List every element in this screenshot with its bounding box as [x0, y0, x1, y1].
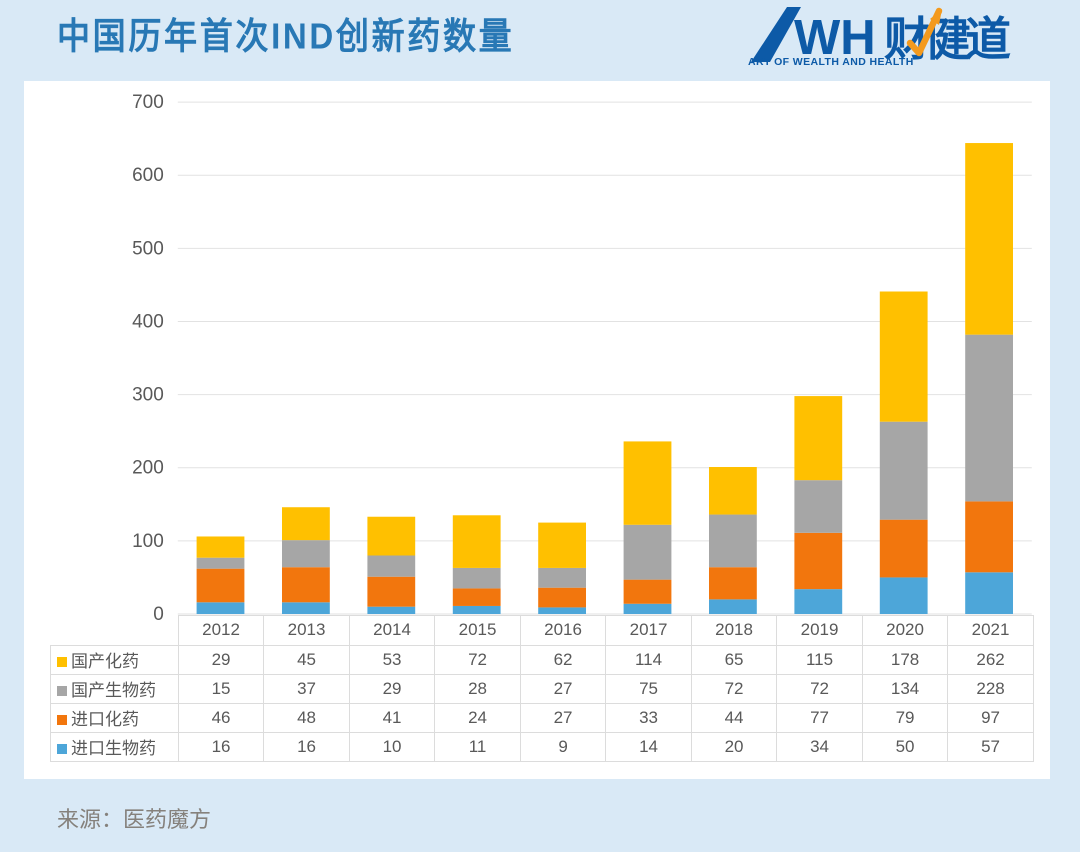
svg-text:300: 300 — [132, 385, 164, 406]
svg-text:400: 400 — [132, 311, 164, 332]
svg-text:200: 200 — [132, 458, 164, 479]
svg-text:100: 100 — [132, 531, 164, 552]
svg-text:500: 500 — [132, 238, 164, 259]
svg-text:600: 600 — [132, 165, 164, 186]
svg-text:财健道: 财健道 — [884, 13, 1011, 65]
svg-text:700: 700 — [132, 92, 164, 113]
